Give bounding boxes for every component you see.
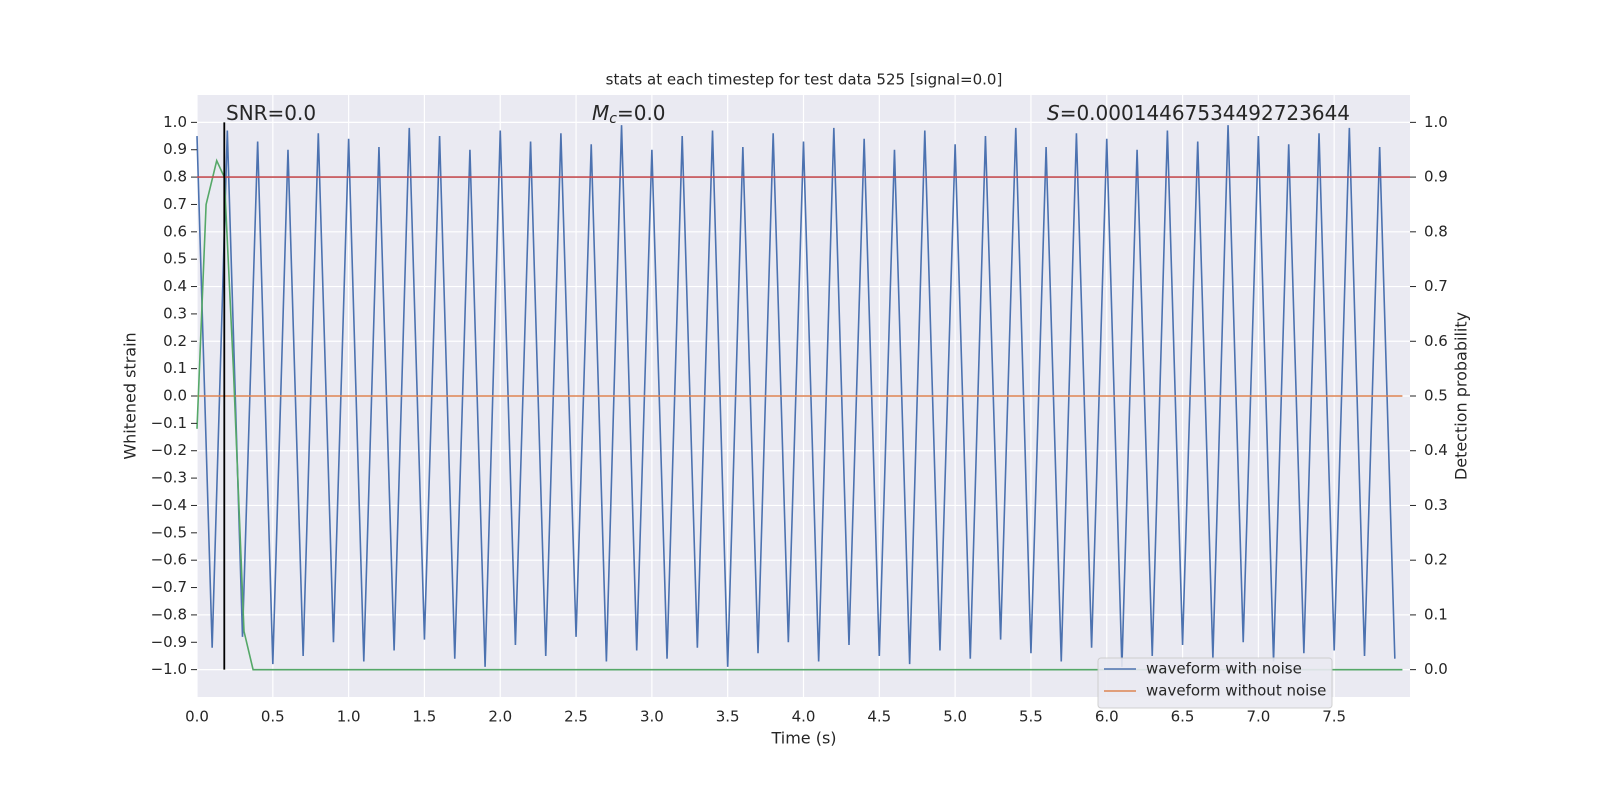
x-tick-label: 4.5 xyxy=(867,708,891,726)
legend-box xyxy=(1097,657,1333,709)
y-tick-label: 1.0 xyxy=(163,113,187,131)
y-tick-label: 0.8 xyxy=(163,168,187,186)
labels: 0.0 0.5 1.0 1.5 2.0 2.5 3.0 3.5 4.0 4.5 5.0 5.5 6.0 6… xyxy=(151,101,1448,726)
y-tick-label: −0.7 xyxy=(151,578,187,596)
x-tick-label: 5.0 xyxy=(943,708,967,726)
marks xyxy=(196,122,1410,671)
annotation-text: SNR=0.0 xyxy=(226,101,316,125)
y-tick-label: −0.6 xyxy=(151,551,187,569)
y-tick-label: 0.5 xyxy=(163,250,187,268)
y-tick-label: −0.2 xyxy=(151,441,187,459)
legend-label: waveform without noise xyxy=(1146,682,1326,700)
x-tick-label: 6.5 xyxy=(1171,708,1195,726)
series-line xyxy=(196,158,1403,671)
y2-tick-label: 0.6 xyxy=(1424,332,1448,350)
annotation-symbol: M xyxy=(592,101,609,125)
x-tick-label: 0.0 xyxy=(185,708,209,726)
y2-tick-label: 1.0 xyxy=(1424,113,1448,131)
x-tick-label: 7.5 xyxy=(1322,708,1346,726)
legend-label: waveform with noise xyxy=(1146,660,1302,678)
x-tick-label: 2.5 xyxy=(564,708,588,726)
y2-tick-label: 0.2 xyxy=(1424,551,1448,569)
y2-tick-label: 0.4 xyxy=(1424,441,1448,459)
y-tick-label: 0.2 xyxy=(163,332,187,350)
annotation: Mc=0.0 xyxy=(592,101,666,128)
x-tick-label: 3.0 xyxy=(640,708,664,726)
y-tick-label: −0.3 xyxy=(151,469,187,487)
y-tick-label: −0.4 xyxy=(151,496,187,514)
y-tick-label: 0.9 xyxy=(163,140,187,158)
y2-tick-label: 0.9 xyxy=(1424,168,1448,186)
x-tick-label: 7.0 xyxy=(1246,708,1270,726)
y2-tick-label: 0.7 xyxy=(1424,277,1448,295)
x-tick-label: 1.0 xyxy=(337,708,361,726)
y2-tick-label: 0.5 xyxy=(1424,387,1448,405)
y-tick-label: 0.6 xyxy=(163,222,187,240)
y2-axis-label: Detection probability xyxy=(1452,312,1471,480)
x-tick-label: 5.5 xyxy=(1019,708,1043,726)
annotation-symbol: S xyxy=(1047,101,1060,125)
x-tick-label: 4.0 xyxy=(792,708,816,726)
annotation-text: =0.00014467534492723644 xyxy=(1060,101,1350,125)
x-axis-label: Time (s) xyxy=(770,729,836,748)
y-tick-label: −0.8 xyxy=(151,605,187,623)
x-tick-label: 2.0 xyxy=(488,708,512,726)
y2-tick-label: 0.1 xyxy=(1424,605,1448,623)
x-tick-label: 3.5 xyxy=(716,708,740,726)
annotation-subscript: c xyxy=(609,111,617,127)
y2-tick-label: 0.0 xyxy=(1424,660,1448,678)
annotation: SNR=0.0 xyxy=(226,101,316,125)
y-axis-label: Whitened strain xyxy=(121,332,140,459)
y2-tick-label: 0.3 xyxy=(1424,496,1448,514)
annotation: S=0.00014467534492723644 xyxy=(1047,101,1350,125)
y2-tick-label: 0.8 xyxy=(1424,222,1448,240)
chart-title: stats at each timestep for test data 525… xyxy=(606,71,1003,89)
y-tick-label: 0.0 xyxy=(163,387,187,405)
x-tick-label: 6.0 xyxy=(1095,708,1119,726)
y-tick-label: −1.0 xyxy=(151,660,187,678)
x-tick-label: 0.5 xyxy=(261,708,285,726)
y-tick-label: 0.4 xyxy=(163,277,187,295)
series-line xyxy=(196,125,1396,667)
y-tick-label: 0.7 xyxy=(163,195,187,213)
x-tick-label: 1.5 xyxy=(413,708,437,726)
y-tick-label: −0.9 xyxy=(151,633,187,651)
y-tick-label: 0.1 xyxy=(163,359,187,377)
annotation-text: =0.0 xyxy=(617,101,666,125)
y-tick-label: −0.1 xyxy=(151,414,187,432)
y-tick-label: −0.5 xyxy=(151,523,187,541)
y-tick-label: 0.3 xyxy=(163,304,187,322)
